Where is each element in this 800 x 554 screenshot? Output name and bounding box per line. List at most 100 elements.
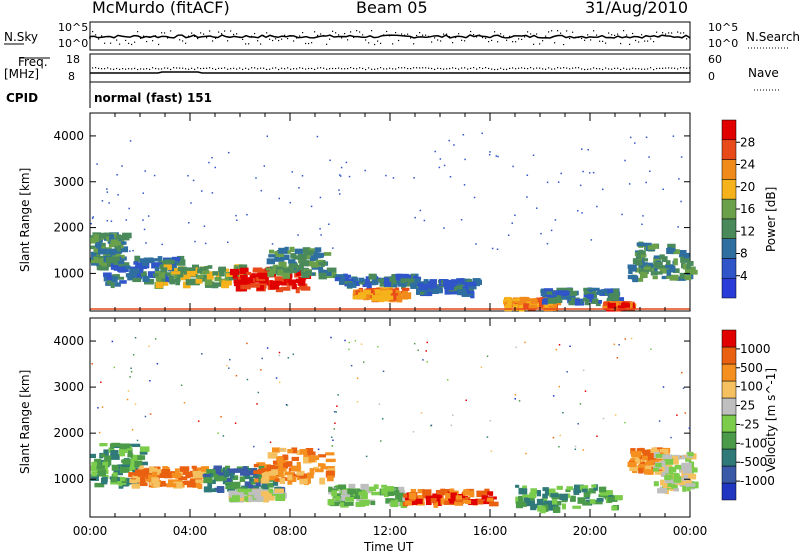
power_panel-cell [617, 305, 625, 309]
power_panel-cell [543, 288, 554, 292]
power_panel-cell [364, 289, 371, 295]
nsearch-label: N.Search [746, 30, 800, 44]
power_panel-cell [423, 279, 429, 285]
velocity_panel-cell [522, 494, 531, 498]
velocity_panel-cell [287, 478, 293, 485]
nsearch-dot [254, 32, 256, 35]
power_panel-cell [507, 299, 512, 306]
power_panel-scatter [642, 215, 644, 217]
x-tick-label: 00:00 [673, 524, 708, 538]
power_panel-cell [176, 272, 184, 278]
x-tick-label: 16:00 [473, 524, 508, 538]
nsearch-dot [227, 40, 229, 42]
velocity_panel-cell [325, 466, 335, 470]
velocity_panel-cell [197, 474, 206, 478]
velocity_panel-cell [252, 473, 258, 478]
power_panel-cell [111, 276, 118, 283]
power_panel-cell [291, 284, 297, 290]
velocity_panel-scatter [350, 364, 353, 367]
power_panel-scatter [340, 166, 343, 169]
velocity_panel-scatter [426, 341, 428, 344]
velocity_panel-scatter [514, 398, 516, 400]
velocity_panel-scatter [480, 366, 483, 368]
nave-dot [284, 68, 286, 70]
nave-dot [212, 67, 214, 70]
nsearch-dot [638, 41, 640, 43]
velocity_panel-cell [550, 493, 559, 498]
nave-dot [143, 68, 145, 70]
velocity_panel-scatter [266, 347, 269, 349]
velocity_panel-scatter [582, 449, 585, 451]
velocity_panel-cell [152, 471, 158, 478]
power_panel-cell [152, 258, 161, 262]
velocity_panel-cell [463, 490, 473, 496]
power_panel-cell [379, 280, 386, 287]
velocity_panel-cell [688, 467, 698, 473]
nave-dot [641, 68, 643, 70]
power_panel-cell [298, 276, 306, 284]
power_panel-scatter [473, 196, 476, 199]
velocity_panel-cell [425, 495, 435, 500]
velocity_panel-colorbar-cell [721, 482, 737, 501]
velocity_panel-scatter [630, 337, 633, 340]
velocity_panel-cell [256, 462, 266, 466]
velocity_panel-cell [543, 500, 554, 507]
power_panel-cell [318, 266, 324, 272]
velocity_panel-cell [120, 467, 130, 473]
power_panel-colorbar-label: 24 [740, 158, 755, 172]
velocity_panel-cell [306, 472, 314, 479]
velocity_panel-cell [679, 465, 685, 471]
power_panel-scatter [291, 171, 294, 173]
nsearch-dot [419, 32, 421, 34]
nave-dot [203, 67, 205, 70]
velocity_panel-scatter [336, 405, 338, 407]
nsearch-dot [482, 36, 484, 39]
nave-dot [161, 68, 163, 70]
power_panel-cell [363, 279, 370, 285]
velocity_panel-cell [225, 484, 235, 490]
nsearch-dot [104, 42, 106, 44]
power_panel-scatter [488, 153, 491, 156]
power_panel-cell [128, 272, 138, 277]
velocity_panel-cell [303, 456, 312, 464]
velocity_panel-cell [279, 477, 286, 485]
velocity_panel-cell [203, 476, 213, 484]
velocity_panel-cell [673, 477, 682, 483]
velocity_panel-cell [309, 468, 315, 475]
nave-dot [653, 68, 655, 71]
nave-dot [419, 67, 421, 69]
power_panel-scatter [192, 179, 195, 182]
velocity_panel-scatter [525, 452, 527, 455]
velocity-colorbar-label: Velocity [m s^-1] [764, 367, 778, 472]
velocity_panel-scatter [360, 343, 363, 345]
velocity_panel-cell [390, 500, 398, 508]
power_panel-cell [474, 281, 481, 287]
power_panel-scatter [116, 174, 118, 176]
nsky-label: N.Sky [4, 30, 39, 44]
power_panel-cell [586, 288, 596, 293]
nsearch-dot [494, 31, 496, 33]
nsearch-dot [155, 35, 157, 37]
power_panel-cell [684, 267, 695, 273]
power_panel-cell [157, 276, 166, 284]
power_panel-cell [139, 258, 147, 263]
power_panel-cell [289, 246, 295, 253]
power_panel-cell [673, 258, 678, 266]
power_panel-cell [283, 268, 293, 274]
velocity_panel-cell [679, 481, 687, 485]
power_panel-colorbar-cell [721, 139, 737, 160]
velocity_panel-cell [664, 475, 672, 481]
velocity_panel-cell [363, 500, 369, 506]
power_panel-cell [666, 248, 676, 252]
power_panel-cell [389, 288, 399, 293]
nsearch-dot [593, 30, 595, 32]
nave-dot [326, 68, 328, 70]
velocity_panel-cell [475, 498, 484, 505]
power_panel-scatter [677, 226, 679, 228]
power_panel-cell [518, 304, 525, 312]
nsearch-dot [146, 40, 148, 43]
nave-dot [215, 68, 217, 71]
power_panel-scatter [419, 209, 422, 212]
nsearch-dot [356, 30, 358, 32]
velocity_panel-colorbar-cell [721, 363, 737, 382]
